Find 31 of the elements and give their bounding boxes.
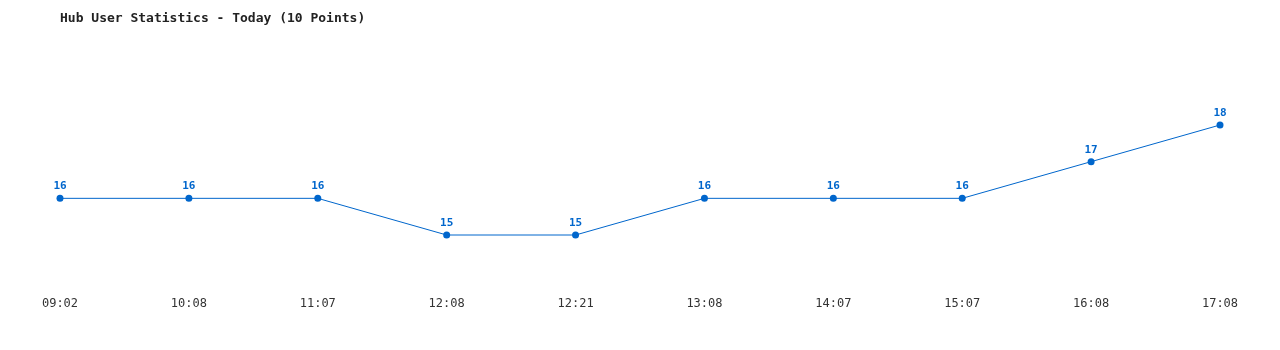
x-tick-label: 14:07 bbox=[815, 296, 852, 310]
point bbox=[1216, 121, 1224, 129]
point bbox=[314, 194, 322, 202]
x-tick-label: 16:08 bbox=[1073, 296, 1110, 310]
point bbox=[572, 231, 580, 239]
point bbox=[958, 194, 966, 202]
point bbox=[1087, 158, 1095, 166]
x-tick-label: 10:08 bbox=[170, 296, 207, 310]
x-tick-label: 11:07 bbox=[299, 296, 336, 310]
data-label: 18 bbox=[1213, 106, 1227, 119]
data-label: 15 bbox=[568, 216, 583, 229]
x-tick-label: 15:07 bbox=[944, 296, 981, 310]
data-label: 16 bbox=[182, 179, 196, 193]
point bbox=[56, 194, 64, 202]
data-label: 16 bbox=[311, 179, 325, 193]
x-tick-label: 13:08 bbox=[686, 296, 723, 310]
point bbox=[829, 194, 837, 202]
data-label: 16 bbox=[53, 179, 67, 193]
point bbox=[443, 231, 451, 239]
data-label: 16 bbox=[697, 179, 712, 193]
x-tick-label: 12:21 bbox=[557, 296, 594, 310]
x-tick-label: 17:08 bbox=[1201, 296, 1239, 310]
point bbox=[700, 194, 708, 202]
data-label: 15 bbox=[440, 216, 454, 229]
x-tick-label: 12:08 bbox=[428, 296, 465, 310]
x-tick-label: 09:02 bbox=[41, 296, 79, 310]
data-label: 17 bbox=[1084, 142, 1098, 156]
data-label: 16 bbox=[955, 179, 970, 193]
point bbox=[185, 194, 193, 202]
data-label: 16 bbox=[826, 179, 841, 193]
chart-title: Hub User Statistics - Today (10 Points) bbox=[60, 10, 366, 25]
